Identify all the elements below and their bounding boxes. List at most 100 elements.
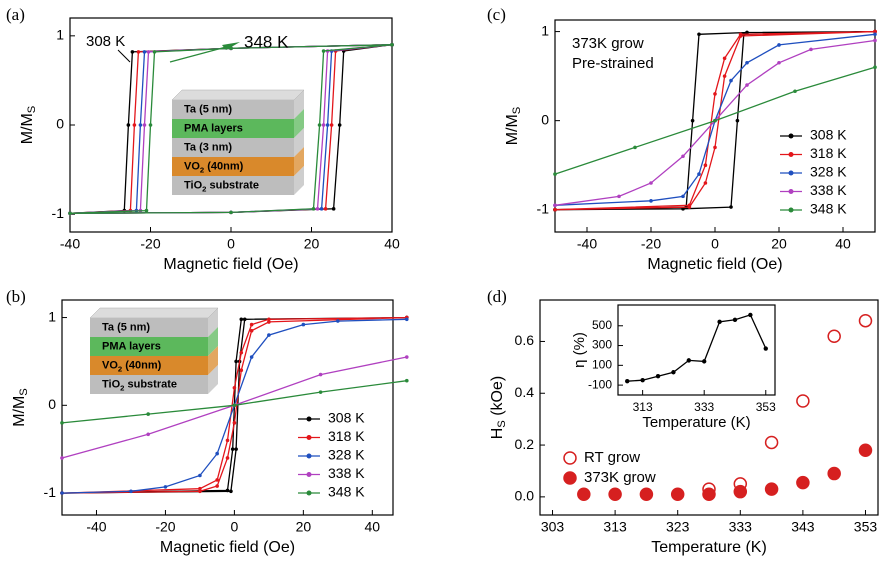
x-tick-label: 343 [791, 519, 815, 535]
data-point [301, 322, 306, 327]
data-point [198, 486, 202, 491]
data-point [230, 447, 235, 451]
legend-label: 308 K [810, 127, 847, 143]
stack-label-part: 2 [118, 365, 122, 374]
y-tick-label: -100 [588, 377, 612, 391]
data-point [873, 29, 877, 34]
data-point [318, 372, 323, 377]
data-point [796, 394, 810, 408]
x-tick-label: 353 [756, 400, 776, 414]
data-point [717, 319, 722, 325]
stack-label: PMA layers [184, 122, 243, 134]
data-point [404, 378, 409, 383]
stack-label: Ta (5 nm) [102, 321, 150, 333]
x-tick-label: -40 [577, 236, 597, 252]
stack-side [208, 308, 218, 337]
x-tick-label: 40 [365, 519, 381, 535]
data-point [777, 43, 781, 47]
y-axis-label-part: M/M [19, 113, 36, 144]
data-point [239, 317, 244, 322]
data-point [138, 123, 143, 127]
data-point [318, 390, 323, 394]
data-point [198, 473, 202, 478]
x-tick-label: 40 [384, 236, 400, 252]
legend-marker [788, 189, 794, 194]
data-point [267, 320, 271, 324]
data-point [617, 194, 621, 199]
y-axis-label-part: H [489, 428, 506, 440]
data-point [267, 317, 271, 322]
y-tick-label: -1 [537, 200, 550, 216]
x-axis-label: Magnetic field (Oe) [647, 256, 782, 273]
annotation: 373K grow [572, 35, 644, 52]
stack-side [208, 365, 218, 394]
stack-label-part: PMA layers [184, 122, 243, 134]
data-point [404, 317, 409, 322]
data-point [225, 438, 230, 443]
legend-label: 328 K [810, 164, 847, 180]
data-point [404, 355, 409, 359]
data-point [126, 123, 131, 127]
panel-label: (d) [487, 287, 507, 306]
data-point [215, 451, 219, 456]
y-axis-label-part: (kOe) [489, 376, 506, 420]
data-point [321, 123, 326, 127]
stack-layer [172, 119, 294, 138]
data-point [142, 50, 147, 54]
stack-label-part: PMA layers [102, 340, 161, 352]
data-point [249, 322, 254, 327]
legend-marker [788, 170, 794, 176]
data-point [68, 211, 72, 216]
data-point [640, 377, 645, 383]
data-point [60, 456, 64, 460]
legend-marker [788, 133, 794, 139]
stack-label-part: (40nm) [204, 160, 243, 172]
y-axis-label: M/MS [11, 388, 30, 427]
data-point [144, 208, 149, 213]
panel-label: (b) [6, 287, 26, 306]
y-axis-label-part: S [511, 107, 523, 114]
y-tick-label: 0.4 [515, 384, 535, 400]
data-point [703, 163, 708, 167]
plot-frame [554, 19, 876, 233]
data-point [390, 42, 394, 47]
legend-marker [306, 490, 312, 496]
y-tick-label: 1 [541, 22, 549, 38]
data-point [225, 456, 230, 460]
data-point [713, 118, 717, 123]
x-tick-label: -20 [155, 519, 175, 535]
stack-label: TiO2 substrate [184, 179, 259, 193]
y-axis-label-part: S [18, 388, 30, 395]
x-tick-label: 333 [729, 519, 753, 535]
y-tick-label: 0 [541, 111, 549, 127]
data-point [234, 447, 238, 451]
y-axis-label-part: S [496, 420, 508, 427]
y-axis-label: M/MS [504, 107, 523, 146]
legend-label: 318 K [328, 428, 365, 444]
stack-label-part: (40nm) [122, 359, 161, 371]
y-tick-label: 0.6 [515, 332, 535, 348]
data-point [827, 466, 841, 481]
stack-label: PMA layers [102, 340, 161, 352]
data-point [136, 50, 141, 54]
stack-label-part: 2 [202, 185, 206, 194]
data-point [639, 487, 654, 502]
data-point [163, 485, 168, 489]
data-point [670, 487, 685, 502]
data-point [858, 313, 873, 328]
legend-marker [788, 207, 794, 213]
data-point [873, 32, 877, 37]
panel-label: (c) [487, 5, 506, 24]
stack-top [171, 89, 305, 101]
legend-marker [306, 453, 312, 459]
data-point [232, 403, 237, 408]
x-tick-label: 0 [227, 236, 235, 252]
data-point [764, 482, 779, 496]
y-tick-label: 300 [592, 338, 612, 352]
data-point [317, 123, 322, 127]
x-tick-label: 0 [711, 236, 719, 252]
data-point [315, 207, 320, 211]
data-point [608, 487, 622, 502]
series-line [627, 314, 767, 382]
y-tick-label: -1 [44, 484, 57, 500]
